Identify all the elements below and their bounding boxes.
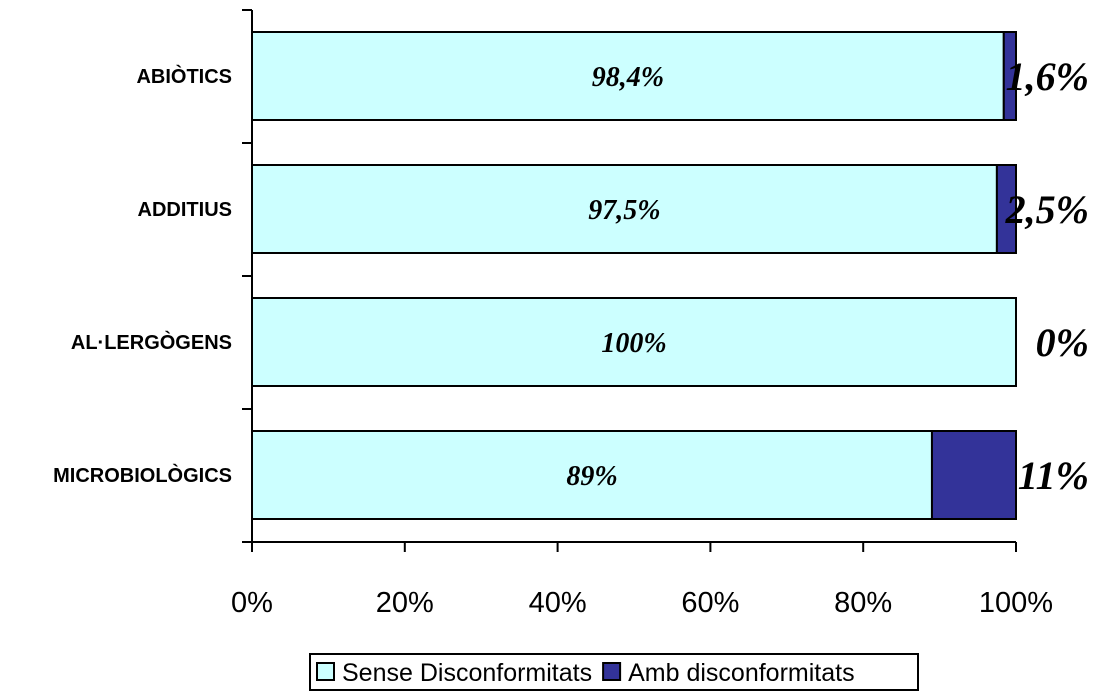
- bar-additius-amb-disconformitats: [995, 164, 1018, 254]
- category-label-additius: ADDITIUS: [138, 199, 232, 221]
- data-label-microbiologics-amb-disconformitats: 11%: [1018, 453, 1089, 498]
- bar-al-lergogens-sense-disconformitats: [251, 297, 1017, 387]
- bar-microbiologics-sense-disconformitats: [251, 430, 933, 520]
- x-tick-label-40: 40%: [529, 587, 587, 619]
- bar-microbiologics-amb-disconformitats: [930, 430, 1018, 520]
- bar-abiotics-sense-disconformitats: [251, 31, 1005, 121]
- x-tick-label-80: 80%: [834, 587, 892, 619]
- data-label-abiotics-sense-disconformitats: 98,4%: [592, 62, 664, 93]
- legend-label-amb-disconformitats: Amb disconformitats: [628, 659, 854, 687]
- data-label-abiotics-amb-disconformitats: 1,6%: [1006, 54, 1089, 99]
- category-label-abiotics: ABIÒTICS: [136, 64, 232, 88]
- bar-abiotics-amb-disconformitats: [1002, 31, 1018, 121]
- bar-additius-sense-disconformitats: [251, 164, 998, 254]
- category-label-al-lergogens: AL·LERGÒGENS: [71, 330, 232, 354]
- legend-swatch-amb-disconformitats: [602, 662, 622, 681]
- data-label-al-lergogens-sense-disconformitats: 100%: [601, 328, 666, 359]
- legend: Sense Disconformitats Amb disconformitats: [309, 653, 919, 691]
- data-label-al-lergogens-amb-disconformitats: 0%: [1036, 320, 1089, 365]
- data-label-additius-sense-disconformitats: 97,5%: [588, 195, 660, 226]
- data-label-additius-amb-disconformitats: 2,5%: [1005, 187, 1089, 232]
- legend-label-sense-disconformitats: Sense Disconformitats: [342, 659, 592, 687]
- x-tick-label-60: 60%: [681, 587, 739, 619]
- plot-area: 98,4% 1,6% 97,5% 2,5% 100% 0% 89% 11%: [251, 31, 1089, 520]
- x-tick-label-100: 100%: [979, 587, 1053, 619]
- axes: ABIÒTICS ADDITIUS AL·LERGÒGENS MICROBIOLÒGI…: [53, 9, 1053, 619]
- x-tick-label-0: 0%: [231, 587, 273, 619]
- legend-swatch-sense-disconformitats: [316, 662, 335, 681]
- x-tick-label-20: 20%: [376, 587, 434, 619]
- data-label-microbiologics-sense-disconformitats: 89%: [566, 461, 617, 492]
- category-label-microbiologics: MICROBIOLÒGICS: [53, 463, 232, 487]
